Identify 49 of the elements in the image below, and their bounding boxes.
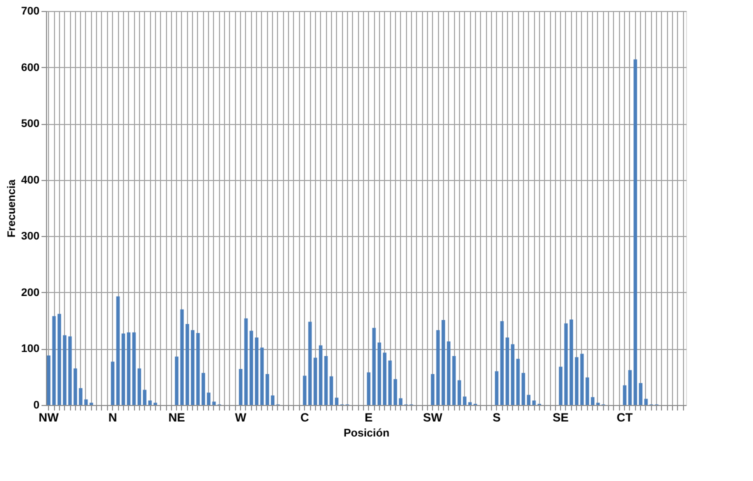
bar bbox=[430, 374, 434, 405]
x-tick-label: S bbox=[492, 410, 501, 424]
bar bbox=[638, 383, 642, 405]
x-tick-label: E bbox=[364, 410, 373, 424]
bar bbox=[302, 376, 306, 405]
bar bbox=[238, 368, 242, 405]
x-axis-title: Posición bbox=[344, 428, 390, 440]
bar bbox=[270, 395, 274, 405]
y-tick-label: 700 bbox=[21, 6, 40, 18]
bar bbox=[398, 398, 402, 405]
bar bbox=[46, 355, 50, 405]
bar bbox=[590, 397, 594, 405]
y-tick-label: 500 bbox=[21, 118, 40, 130]
y-axis-title: Frecuencia bbox=[6, 178, 18, 238]
bar bbox=[622, 385, 626, 405]
x-tick-label: NE bbox=[168, 410, 186, 424]
bar bbox=[78, 388, 82, 405]
bar bbox=[494, 371, 498, 405]
y-tick-label: 0 bbox=[33, 400, 40, 412]
x-tick-label: CT bbox=[616, 410, 634, 424]
bar bbox=[318, 345, 322, 405]
x-tick-label: SE bbox=[552, 410, 569, 424]
bar bbox=[62, 335, 66, 405]
bar bbox=[110, 362, 114, 405]
bar bbox=[558, 366, 562, 405]
bar bbox=[382, 352, 386, 405]
bar bbox=[206, 392, 210, 405]
x-tick-label: NW bbox=[38, 410, 60, 424]
y-tick-label: 200 bbox=[21, 286, 40, 299]
y-tick-label: 300 bbox=[21, 230, 40, 243]
bar bbox=[190, 330, 194, 405]
bar bbox=[462, 396, 466, 405]
y-tick-label: 400 bbox=[21, 174, 40, 186]
x-tick-label: N bbox=[108, 410, 118, 424]
x-tick-label: SW bbox=[422, 410, 443, 424]
bar bbox=[446, 341, 450, 405]
bar bbox=[254, 337, 258, 405]
bar bbox=[510, 344, 514, 405]
bar bbox=[366, 372, 370, 405]
bar bbox=[526, 394, 530, 405]
bar bbox=[126, 332, 130, 405]
bar bbox=[334, 398, 338, 405]
y-tick-label: 600 bbox=[21, 62, 40, 74]
bar bbox=[142, 390, 146, 405]
bar bbox=[574, 357, 578, 405]
x-tick-label: C bbox=[300, 410, 310, 424]
bar bbox=[174, 356, 178, 405]
x-tick-label: W bbox=[235, 410, 248, 424]
y-tick-label: 100 bbox=[21, 343, 40, 356]
